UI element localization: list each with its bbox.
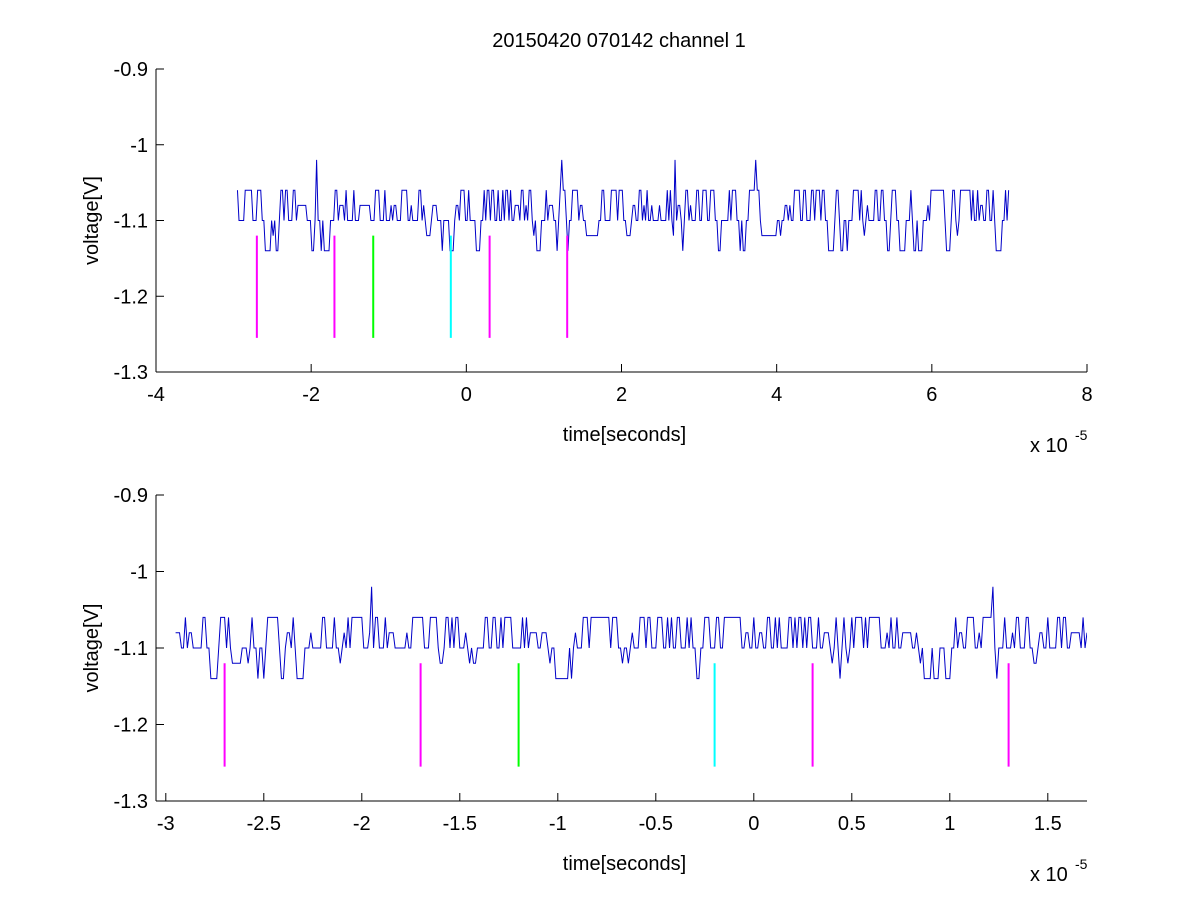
x-tick-label: 6 (926, 384, 937, 406)
figure-title: 20150420 070142 channel 1 (492, 30, 746, 52)
y-tick-label: -1 (130, 135, 148, 157)
x-tick-label: 4 (771, 384, 782, 406)
top-plot: -4 -2 0 2 4 6 8 -0.9 -1 -1.1 -1.2 -1.3 time[seconds]… (81, 59, 1093, 457)
signal-trace (175, 586, 1087, 680)
x-tick-label: 1.5 (1034, 813, 1062, 835)
x-tick-label: 0 (461, 384, 472, 406)
signal-trace (236, 159, 1010, 252)
x-tick-label: -1.5 (443, 813, 477, 835)
y-tick-label: -1.2 (114, 715, 148, 737)
y-tick-label: -1 (130, 562, 148, 584)
x-multiplier-label: x 10 (1030, 435, 1068, 457)
y-tick-label: -1.2 (114, 286, 148, 308)
x-tick-label: -2 (353, 813, 371, 835)
x-tick-label: 8 (1081, 384, 1092, 406)
x-tick-label: -1 (549, 813, 567, 835)
y-tick-label: -1.1 (114, 211, 148, 233)
x-tick-label: -2.5 (247, 813, 281, 835)
x-multiplier-label: x 10 (1030, 864, 1068, 886)
y-tick-label: -0.9 (114, 59, 148, 81)
x-axis-label: time[seconds] (563, 424, 686, 446)
bottom-plot: -3 -2.5 -2 -1.5 -1 -0.5 0 0.5 1 1.5 -0.9 -1 -1.1 -1.2… (81, 485, 1088, 886)
y-axis-label: voltage[V] (81, 176, 103, 265)
y-axis-label: voltage[V] (81, 604, 103, 693)
x-tick-label: -3 (157, 813, 175, 835)
y-tick-label: -1.3 (114, 791, 148, 813)
x-tick-label: -2 (302, 384, 320, 406)
x-multiplier-exponent: -5 (1075, 856, 1088, 872)
y-tick-label: -0.9 (114, 485, 148, 507)
x-tick-label: 0 (748, 813, 759, 835)
x-axis-label: time[seconds] (563, 853, 686, 875)
x-tick-label: 2 (616, 384, 627, 406)
x-tick-label: 0.5 (838, 813, 866, 835)
y-tick-label: -1.3 (114, 362, 148, 384)
x-tick-label: -4 (147, 384, 165, 406)
y-tick-label: -1.1 (114, 638, 148, 660)
x-tick-label: -0.5 (639, 813, 673, 835)
x-multiplier-exponent: -5 (1075, 427, 1088, 443)
x-tick-label: 1 (944, 813, 955, 835)
